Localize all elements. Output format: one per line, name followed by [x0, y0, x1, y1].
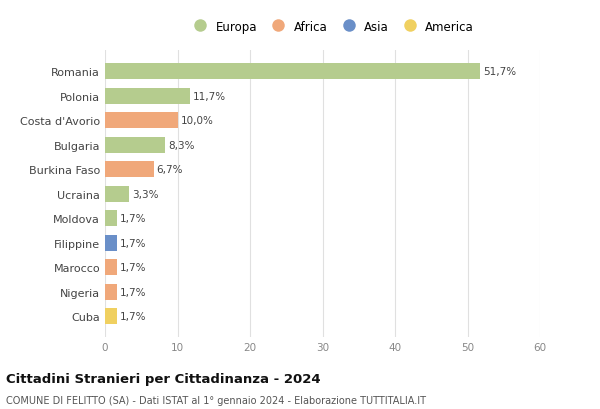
- Text: 1,7%: 1,7%: [120, 214, 147, 224]
- Bar: [105, 64, 480, 80]
- Text: 1,7%: 1,7%: [120, 263, 147, 272]
- Text: 8,3%: 8,3%: [168, 140, 194, 151]
- Text: 1,7%: 1,7%: [120, 312, 147, 321]
- Legend: Europa, Africa, Asia, America: Europa, Africa, Asia, America: [185, 17, 478, 37]
- Text: 11,7%: 11,7%: [193, 92, 226, 101]
- Text: Cittadini Stranieri per Cittadinanza - 2024: Cittadini Stranieri per Cittadinanza - 2…: [6, 373, 320, 385]
- Text: 6,7%: 6,7%: [157, 165, 183, 175]
- Bar: [105, 162, 154, 178]
- Text: 10,0%: 10,0%: [181, 116, 213, 126]
- Bar: [105, 284, 118, 300]
- Bar: [105, 211, 118, 227]
- Text: 1,7%: 1,7%: [120, 238, 147, 248]
- Text: 1,7%: 1,7%: [120, 287, 147, 297]
- Text: 51,7%: 51,7%: [483, 67, 516, 77]
- Bar: [105, 113, 178, 129]
- Bar: [105, 235, 118, 251]
- Bar: [105, 308, 118, 324]
- Bar: [105, 89, 190, 104]
- Bar: [105, 187, 129, 202]
- Text: COMUNE DI FELITTO (SA) - Dati ISTAT al 1° gennaio 2024 - Elaborazione TUTTITALIA: COMUNE DI FELITTO (SA) - Dati ISTAT al 1…: [6, 395, 426, 405]
- Bar: [105, 137, 165, 153]
- Text: 3,3%: 3,3%: [132, 189, 158, 199]
- Bar: [105, 260, 118, 276]
